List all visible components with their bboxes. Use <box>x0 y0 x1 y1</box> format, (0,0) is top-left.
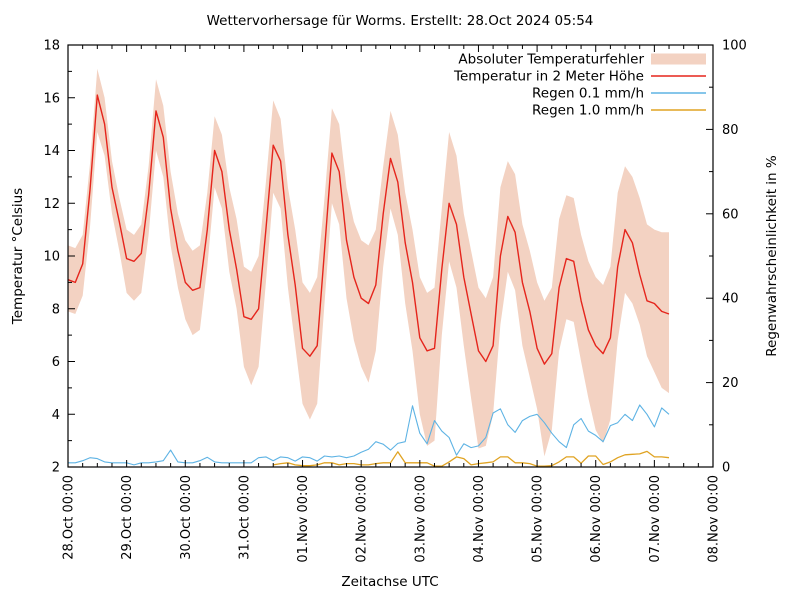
y-axis-title: Temperatur °Celsius <box>10 188 26 325</box>
x-tick-label: 01.Nov 00:00 <box>296 475 311 563</box>
x-tick-label: 28.Oct 00:00 <box>62 475 77 560</box>
x-tick-label: 31.Oct 00:00 <box>237 475 252 560</box>
y-tick-label: 10 <box>43 250 60 265</box>
y-tick-label: 6 <box>52 355 60 370</box>
y2-tick-label: 40 <box>722 292 739 307</box>
temperature-line <box>67 94 670 365</box>
legend-label: Temperatur in 2 Meter Höhe <box>453 69 644 85</box>
x-tick-label: 06.Nov 00:00 <box>589 475 604 563</box>
y-tick-label: 18 <box>43 39 60 54</box>
y-tick-label: 4 <box>52 408 60 423</box>
y-tick-label: 14 <box>43 144 60 159</box>
legend-label: Regen 0.1 mm/h <box>532 86 644 102</box>
x-tick-label: 07.Nov 00:00 <box>648 475 663 563</box>
rain-0-1mmh-line <box>68 404 670 466</box>
legend-label: Regen 1.0 mm/h <box>532 103 644 119</box>
x-tick-label: 08.Nov 00:00 <box>707 475 722 563</box>
x-tick-label: 02.Nov 00:00 <box>355 475 370 563</box>
x-tick-label: 05.Nov 00:00 <box>531 475 546 563</box>
y2-axis-title: Regenwahrscheinlichkeit in % <box>764 155 780 357</box>
temperature-error-band <box>68 68 669 457</box>
legend-band-swatch <box>651 53 706 65</box>
y-tick-label: 2 <box>52 461 60 476</box>
x-tick-label: 04.Nov 00:00 <box>472 475 487 563</box>
chart-title: Wettervorhersage für Worms. Erstellt: 28… <box>207 13 594 29</box>
x-tick-label: 03.Nov 00:00 <box>413 475 428 563</box>
y2-tick-label: 60 <box>722 207 739 222</box>
rain-1-0mmh-line <box>273 450 670 467</box>
y2-tick-label: 100 <box>722 39 747 54</box>
x-tick-label: 29.Oct 00:00 <box>120 475 135 560</box>
y2-tick-label: 80 <box>722 123 739 138</box>
plot-area: 28.Oct 00:00 29.Oct 00:00 30.Oct 00:00 31.O… <box>43 39 746 563</box>
y2-tick-label: 0 <box>722 461 730 476</box>
legend-label: Absoluter Temperaturfehler <box>458 52 644 68</box>
y2-tick-label: 20 <box>722 376 739 391</box>
x-tick-label: 30.Oct 00:00 <box>179 475 194 560</box>
x-axis-title: Zeitachse UTC <box>341 574 438 590</box>
y-tick-label: 16 <box>43 91 60 106</box>
y-tick-label: 8 <box>52 302 60 317</box>
y-tick-label: 12 <box>43 197 60 212</box>
